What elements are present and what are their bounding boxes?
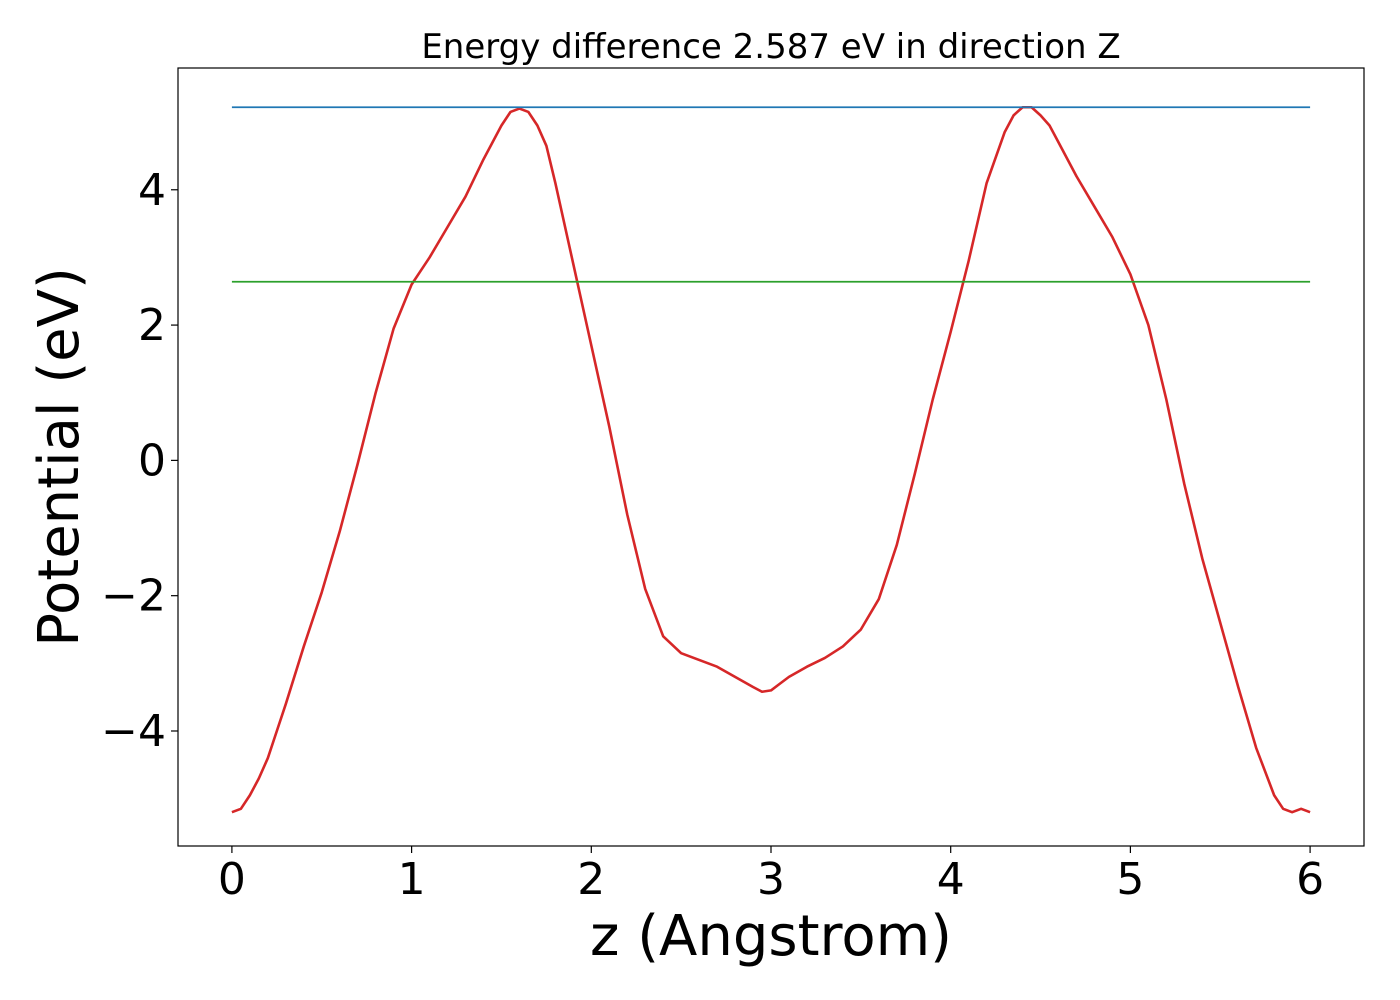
x-tick-label: 3 xyxy=(757,854,785,905)
x-axis-title: z (Angstrom) xyxy=(590,904,952,969)
x-tick-label: 1 xyxy=(398,854,426,905)
x-tick-label: 0 xyxy=(218,854,246,905)
x-tick-label: 4 xyxy=(937,854,965,905)
x-tick-label: 2 xyxy=(577,854,605,905)
potential-curve xyxy=(231,105,1311,814)
y-axis-ticks: −4 −2 0 2 4 xyxy=(101,165,178,757)
y-tick-label: −4 xyxy=(101,706,166,757)
x-tick-label: 6 xyxy=(1296,854,1324,905)
y-tick-label: 4 xyxy=(138,165,166,216)
y-tick-label: 0 xyxy=(138,435,166,486)
x-axis-ticks: 0 1 2 3 4 5 6 xyxy=(218,846,1324,905)
chart-title: Energy difference 2.587 eV in direction … xyxy=(421,27,1120,67)
x-tick-label: 5 xyxy=(1116,854,1144,905)
series-layer xyxy=(231,105,1311,814)
y-tick-label: 2 xyxy=(138,300,166,351)
y-tick-label: −2 xyxy=(101,571,166,622)
y-axis-title: Potential (eV) xyxy=(27,267,92,647)
